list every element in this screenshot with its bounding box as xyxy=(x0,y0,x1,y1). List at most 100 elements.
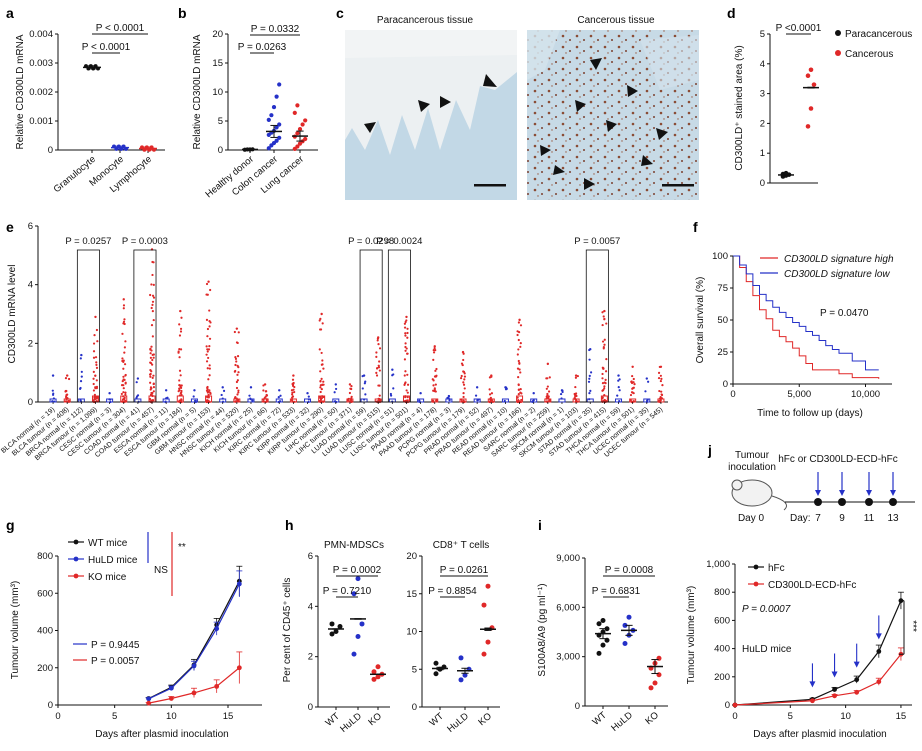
j-dose-arrowhead xyxy=(809,681,816,688)
e-data-point xyxy=(149,356,152,359)
e-data-point xyxy=(319,396,322,399)
i-category-label: WT xyxy=(591,710,610,728)
e-data-point xyxy=(518,368,521,371)
h0-data-point xyxy=(355,634,361,640)
e-data-point xyxy=(389,392,392,396)
d-data-point xyxy=(808,67,814,73)
j-arrowhead xyxy=(839,490,845,496)
e-data-point xyxy=(151,300,155,303)
e-data-point xyxy=(208,325,211,328)
e-data-point xyxy=(208,367,211,370)
e-data-point xyxy=(463,375,467,378)
c-arrowhead xyxy=(540,145,551,156)
e-data-point xyxy=(516,353,519,356)
i-data-point xyxy=(604,626,610,632)
e-data-point xyxy=(532,392,535,395)
c-arrowhead xyxy=(656,128,668,140)
e-data-point xyxy=(237,331,240,334)
d-data-point xyxy=(805,73,811,79)
e-data-point xyxy=(321,383,324,386)
f-legend-label: CD300LD signature low xyxy=(784,269,890,280)
j-day-label: 7 xyxy=(815,513,821,524)
e-data-point xyxy=(603,387,606,390)
e-data-point xyxy=(151,363,154,366)
e-data-point xyxy=(121,332,124,335)
e-data-point xyxy=(363,382,366,385)
e-data-point xyxy=(180,399,183,402)
e-data-point xyxy=(122,387,125,390)
e-data-point xyxy=(447,394,451,398)
e-data-point xyxy=(602,389,605,392)
e-data-point xyxy=(378,394,381,397)
f-x-tick-label: 5,000 xyxy=(787,389,811,400)
j-dose-arrowhead xyxy=(875,633,882,640)
e-data-point xyxy=(589,348,592,351)
h0-data-point xyxy=(371,669,377,675)
i-y-tick-label: 6,000 xyxy=(556,602,580,613)
g-legend-marker xyxy=(73,573,79,579)
e-data-point xyxy=(601,372,604,376)
e-data-point xyxy=(589,371,593,374)
e-data-point xyxy=(517,376,520,379)
e-data-point xyxy=(93,397,96,400)
e-data-point xyxy=(405,389,408,392)
e-data-point xyxy=(292,388,295,391)
f-y-tick-label: 50 xyxy=(717,315,728,326)
b-data-point xyxy=(274,94,279,99)
e-data-point xyxy=(405,399,408,402)
e-data-point xyxy=(588,392,591,395)
j-treatment: hFc or CD300LD-ECD-hFc xyxy=(778,454,897,465)
e-data-point xyxy=(574,385,577,389)
j-y-tick-label: 1,000 xyxy=(706,559,730,570)
h1-data-point xyxy=(481,651,487,657)
e-data-point xyxy=(321,359,324,362)
b-data-point xyxy=(274,138,279,143)
b-data-point xyxy=(277,135,282,140)
f-xlabel: Time to follow up (days) xyxy=(757,408,863,419)
e-data-point xyxy=(150,306,153,310)
e-data-point xyxy=(236,379,239,382)
f-x-tick-label: 10,000 xyxy=(851,389,880,400)
e-data-point xyxy=(645,377,648,380)
e-data-point xyxy=(234,395,237,399)
e-data-point xyxy=(124,340,127,343)
e-data-point xyxy=(603,338,606,341)
b-data-point xyxy=(297,127,303,132)
e-data-point xyxy=(236,373,239,376)
e-data-point xyxy=(152,374,155,377)
h1-p2-pvalue: P = 0.8854 xyxy=(428,586,477,597)
e-data-point xyxy=(618,378,621,381)
i-category-label: KO xyxy=(643,710,661,727)
f-survival-curve xyxy=(733,255,879,371)
h0-y-tick-label: 4 xyxy=(308,601,313,612)
h0-data-point xyxy=(359,621,365,627)
e-data-point xyxy=(574,376,578,379)
d-y-tick-label: 1 xyxy=(760,148,765,159)
e-data-point xyxy=(348,383,352,386)
panel-label-f: f xyxy=(693,219,698,235)
e-ylabel: CD300LD mRNA level xyxy=(7,265,18,364)
e-data-point xyxy=(434,383,437,386)
e-data-point xyxy=(122,375,125,378)
f-y-tick-label: 75 xyxy=(717,283,728,294)
h0-y-tick-label: 6 xyxy=(308,551,313,562)
e-data-point xyxy=(433,347,436,350)
e-data-point xyxy=(517,338,520,342)
e-data-point xyxy=(92,377,95,380)
g-series-line xyxy=(148,667,240,704)
e-data-point xyxy=(179,327,183,330)
e-data-point xyxy=(208,319,211,323)
e-data-point xyxy=(321,322,324,325)
e-data-point xyxy=(124,393,127,396)
e-data-point xyxy=(94,315,97,319)
e-data-point xyxy=(462,370,466,373)
g-data-point xyxy=(191,663,197,669)
j-annotation: HuLD mice xyxy=(742,644,792,655)
e-box xyxy=(304,398,312,403)
b-p2-pvalue: P = 0.0263 xyxy=(238,42,287,53)
j-dose-arrowhead xyxy=(853,661,860,668)
e-data-point xyxy=(123,351,126,354)
h0-data-point xyxy=(355,576,361,582)
j-y-tick-label: 200 xyxy=(714,672,730,683)
e-data-point xyxy=(322,367,325,370)
